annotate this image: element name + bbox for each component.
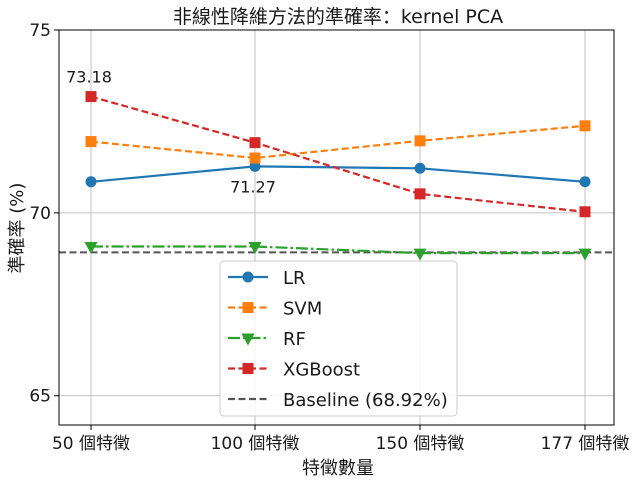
data-point	[84, 242, 98, 255]
legend-swatch-marker	[242, 363, 254, 374]
x-axis-label: 特徵數量	[302, 458, 374, 479]
legend: LR SVM RF XGBoost Baseline (68.92%)	[219, 260, 458, 417]
data-point	[414, 135, 426, 147]
data-point	[414, 188, 426, 200]
y-tick-label: 70	[29, 204, 51, 224]
data-point	[413, 248, 427, 261]
legend-entry-lr: LR	[228, 268, 306, 289]
data-point	[579, 176, 591, 188]
data-label: 73.18	[66, 68, 112, 87]
series-rf	[84, 242, 592, 261]
legend-label: Baseline (68.92%)	[283, 390, 448, 411]
x-tick-label: 100 個特徵	[211, 434, 300, 454]
data-point	[579, 120, 591, 132]
legend-box	[219, 260, 458, 417]
series-line	[90, 124, 586, 160]
series-layer	[84, 91, 592, 261]
data-point	[248, 242, 262, 255]
series-svm	[85, 120, 591, 164]
legend-swatch-marker	[242, 271, 254, 283]
data-point	[579, 206, 591, 218]
legend-label: SVM	[283, 299, 322, 320]
data-point	[578, 248, 592, 261]
y-tick-label: 65	[29, 387, 51, 407]
x-tick-label: 177 個特徵	[541, 434, 630, 454]
legend-label: RF	[283, 329, 306, 350]
data-point	[85, 176, 97, 188]
data-point	[85, 91, 97, 103]
ticks-layer: 50 個特徵 100 個特徵 150 個特徵 177 個特徵 65 70 75	[29, 21, 629, 454]
data-point	[249, 160, 261, 172]
chart-title: 非線性降維方法的準確率：kernel PCA	[173, 6, 503, 28]
data-point	[249, 152, 261, 164]
series-xgboost	[85, 91, 591, 218]
legend-entry-xgboost: XGBoost	[228, 360, 360, 381]
x-tick-label: 50 個特徵	[52, 434, 130, 454]
y-tick-label: 75	[29, 21, 51, 41]
legend-label: LR	[283, 268, 306, 289]
legend-entry-baseline: Baseline (68.92%)	[228, 390, 448, 411]
data-point	[414, 162, 426, 174]
data-label: 71.27	[230, 177, 276, 196]
legend-swatch-marker	[242, 302, 254, 313]
legend-entry-svm: SVM	[228, 299, 322, 320]
legend-entry-rf: RF	[228, 329, 306, 350]
x-tick-label: 150 個特徵	[376, 434, 465, 454]
data-point	[85, 136, 97, 148]
legend-swatch-marker	[241, 333, 255, 346]
legend-label: XGBoost	[283, 360, 360, 381]
annotation-layer: 73.18 71.27	[66, 68, 276, 197]
series-line	[90, 95, 586, 213]
plot-frame	[58, 29, 615, 426]
series-line	[91, 245, 585, 255]
data-point	[249, 137, 261, 149]
y-axis-label: 準確率 (%)	[7, 183, 28, 274]
